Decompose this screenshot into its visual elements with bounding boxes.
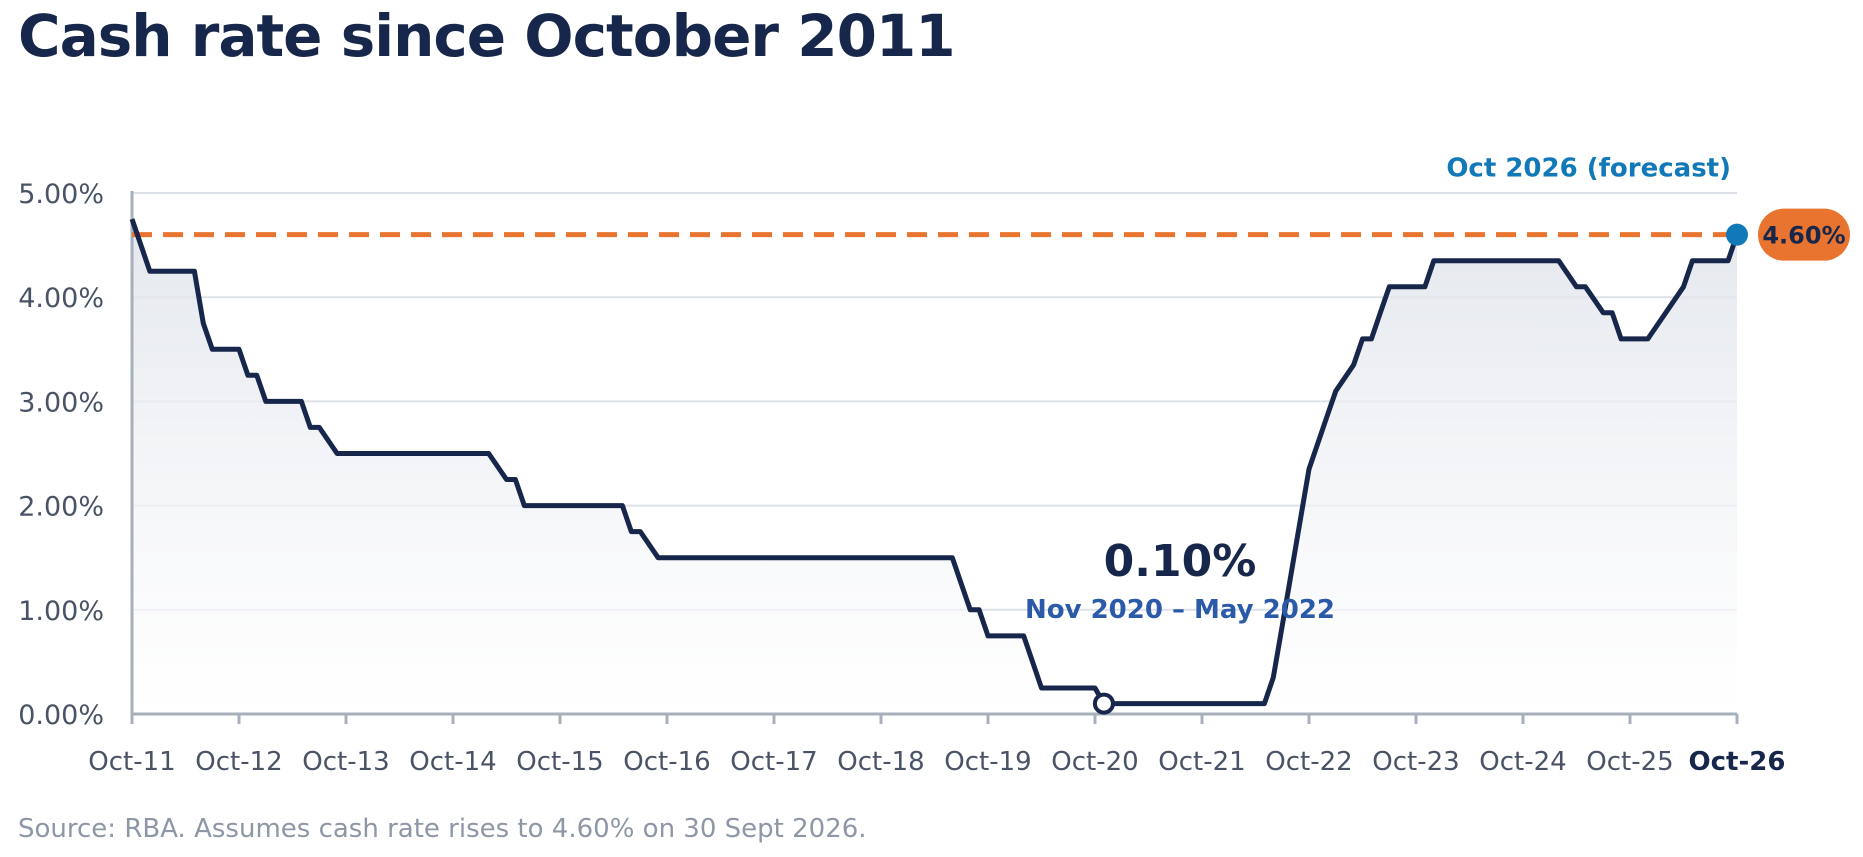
x-tick-label: Oct-15 (516, 747, 603, 777)
x-tick-label: Oct-18 (837, 747, 924, 777)
x-tick-label: Oct-24 (1479, 747, 1566, 777)
axes: 0.00% 1.00% 2.00% 3.00% 4.00% 5.00% Oct-11 Oct-… (18, 179, 1785, 777)
x-tick-label: Oct-12 (195, 747, 282, 777)
page-title: Cash rate since October 2011 (18, 2, 956, 70)
source-note: Source: RBA. Assumes cash rate rises to … (18, 814, 867, 844)
x-tick-label: Oct-23 (1372, 747, 1459, 777)
area-fill (132, 219, 1737, 714)
x-tick-label: Oct-22 (1265, 747, 1352, 777)
y-tick-label: 5.00% (18, 179, 104, 210)
y-tick-label: 4.00% (18, 283, 104, 314)
low-point-value-label: 0.10% (1104, 536, 1257, 587)
forecast-value-label: 4.60% (1762, 222, 1845, 250)
x-tick-label: Oct-11 (88, 747, 175, 777)
forecast-label: Oct 2026 (forecast) (1446, 154, 1731, 184)
y-tick-label: 1.00% (18, 596, 104, 627)
forecast-point-marker (1726, 223, 1748, 246)
x-tick-label: Oct-25 (1586, 747, 1673, 777)
x-tick-label: Oct-21 (1158, 747, 1245, 777)
x-tick-label: Oct-16 (623, 747, 710, 777)
low-point-marker (1092, 692, 1115, 715)
forecast-value-badge (1758, 208, 1850, 261)
x-tick-label: Oct-14 (409, 747, 496, 777)
cash-rate-line (129, 218, 1740, 707)
x-tick-label: Oct-13 (302, 747, 389, 777)
x-tick-label: Oct-26 (1689, 747, 1786, 777)
y-tick-label: 2.00% (18, 492, 104, 523)
low-point-period-label: Nov 2020 – May 2022 (1025, 595, 1335, 625)
x-tick-label: Oct-19 (944, 747, 1031, 777)
y-tick-label: 3.00% (18, 387, 104, 418)
y-tick-label: 0.00% (18, 700, 104, 731)
x-tick-label: Oct-20 (1051, 747, 1138, 777)
x-tick-label: Oct-17 (730, 747, 817, 777)
